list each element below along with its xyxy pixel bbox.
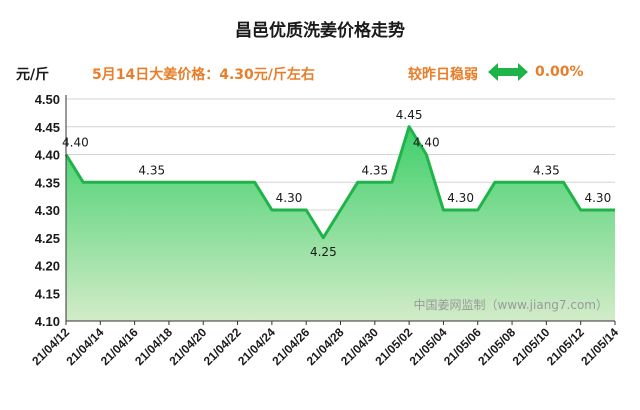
y-tick-label: 4.45 [35, 120, 60, 135]
y-tick-label: 4.50 [35, 92, 60, 107]
y-tick-label: 4.35 [35, 175, 60, 190]
y-tick-label: 4.15 [35, 286, 60, 301]
data-label: 4.30 [276, 191, 303, 205]
price-line [64, 125, 615, 240]
x-axis-ticks: 21/04/1221/04/1421/04/1621/04/1821/04/20… [29, 321, 621, 368]
data-label: 4.40 [62, 136, 89, 150]
price-area [66, 126, 615, 321]
data-label: 4.35 [138, 163, 165, 177]
unit-label: 元/斤 [16, 67, 50, 83]
data-labels: 4.40 4.35 4.30 4.25 4.35 4.45 4.40 4.30 4.35 4.30 [62, 108, 611, 259]
x-tick-label: 21/05/14 [578, 325, 621, 368]
y-tick-label: 4.10 [35, 314, 60, 329]
double-arrow-icon [488, 63, 528, 81]
y-axis-ticks: 4.50 4.45 4.40 4.35 4.30 4.25 4.20 4.15 4.10 [35, 92, 60, 329]
y-tick-label: 4.40 [35, 148, 60, 163]
data-label: 4.30 [447, 191, 474, 205]
y-tick-label: 4.30 [35, 203, 60, 218]
data-label: 4.35 [361, 163, 388, 177]
chart-title: 昌邑优质洗姜价格走势 [235, 21, 405, 41]
y-tick-label: 4.20 [35, 259, 60, 274]
watermark: 中国姜网监制（www.jiang7.com） [414, 297, 608, 312]
compare-label: 较昨日稳弱 [408, 67, 478, 83]
today-price-text: 5月14日大姜价格：4.30元/斤左右 [92, 67, 315, 83]
data-label: 4.45 [396, 108, 423, 122]
y-tick-label: 4.25 [35, 231, 60, 246]
change-percent: 0.00% [535, 64, 584, 80]
data-label: 4.40 [413, 136, 440, 150]
data-label: 4.35 [533, 163, 560, 177]
data-label: 4.30 [584, 191, 611, 205]
data-label: 4.25 [310, 245, 337, 259]
